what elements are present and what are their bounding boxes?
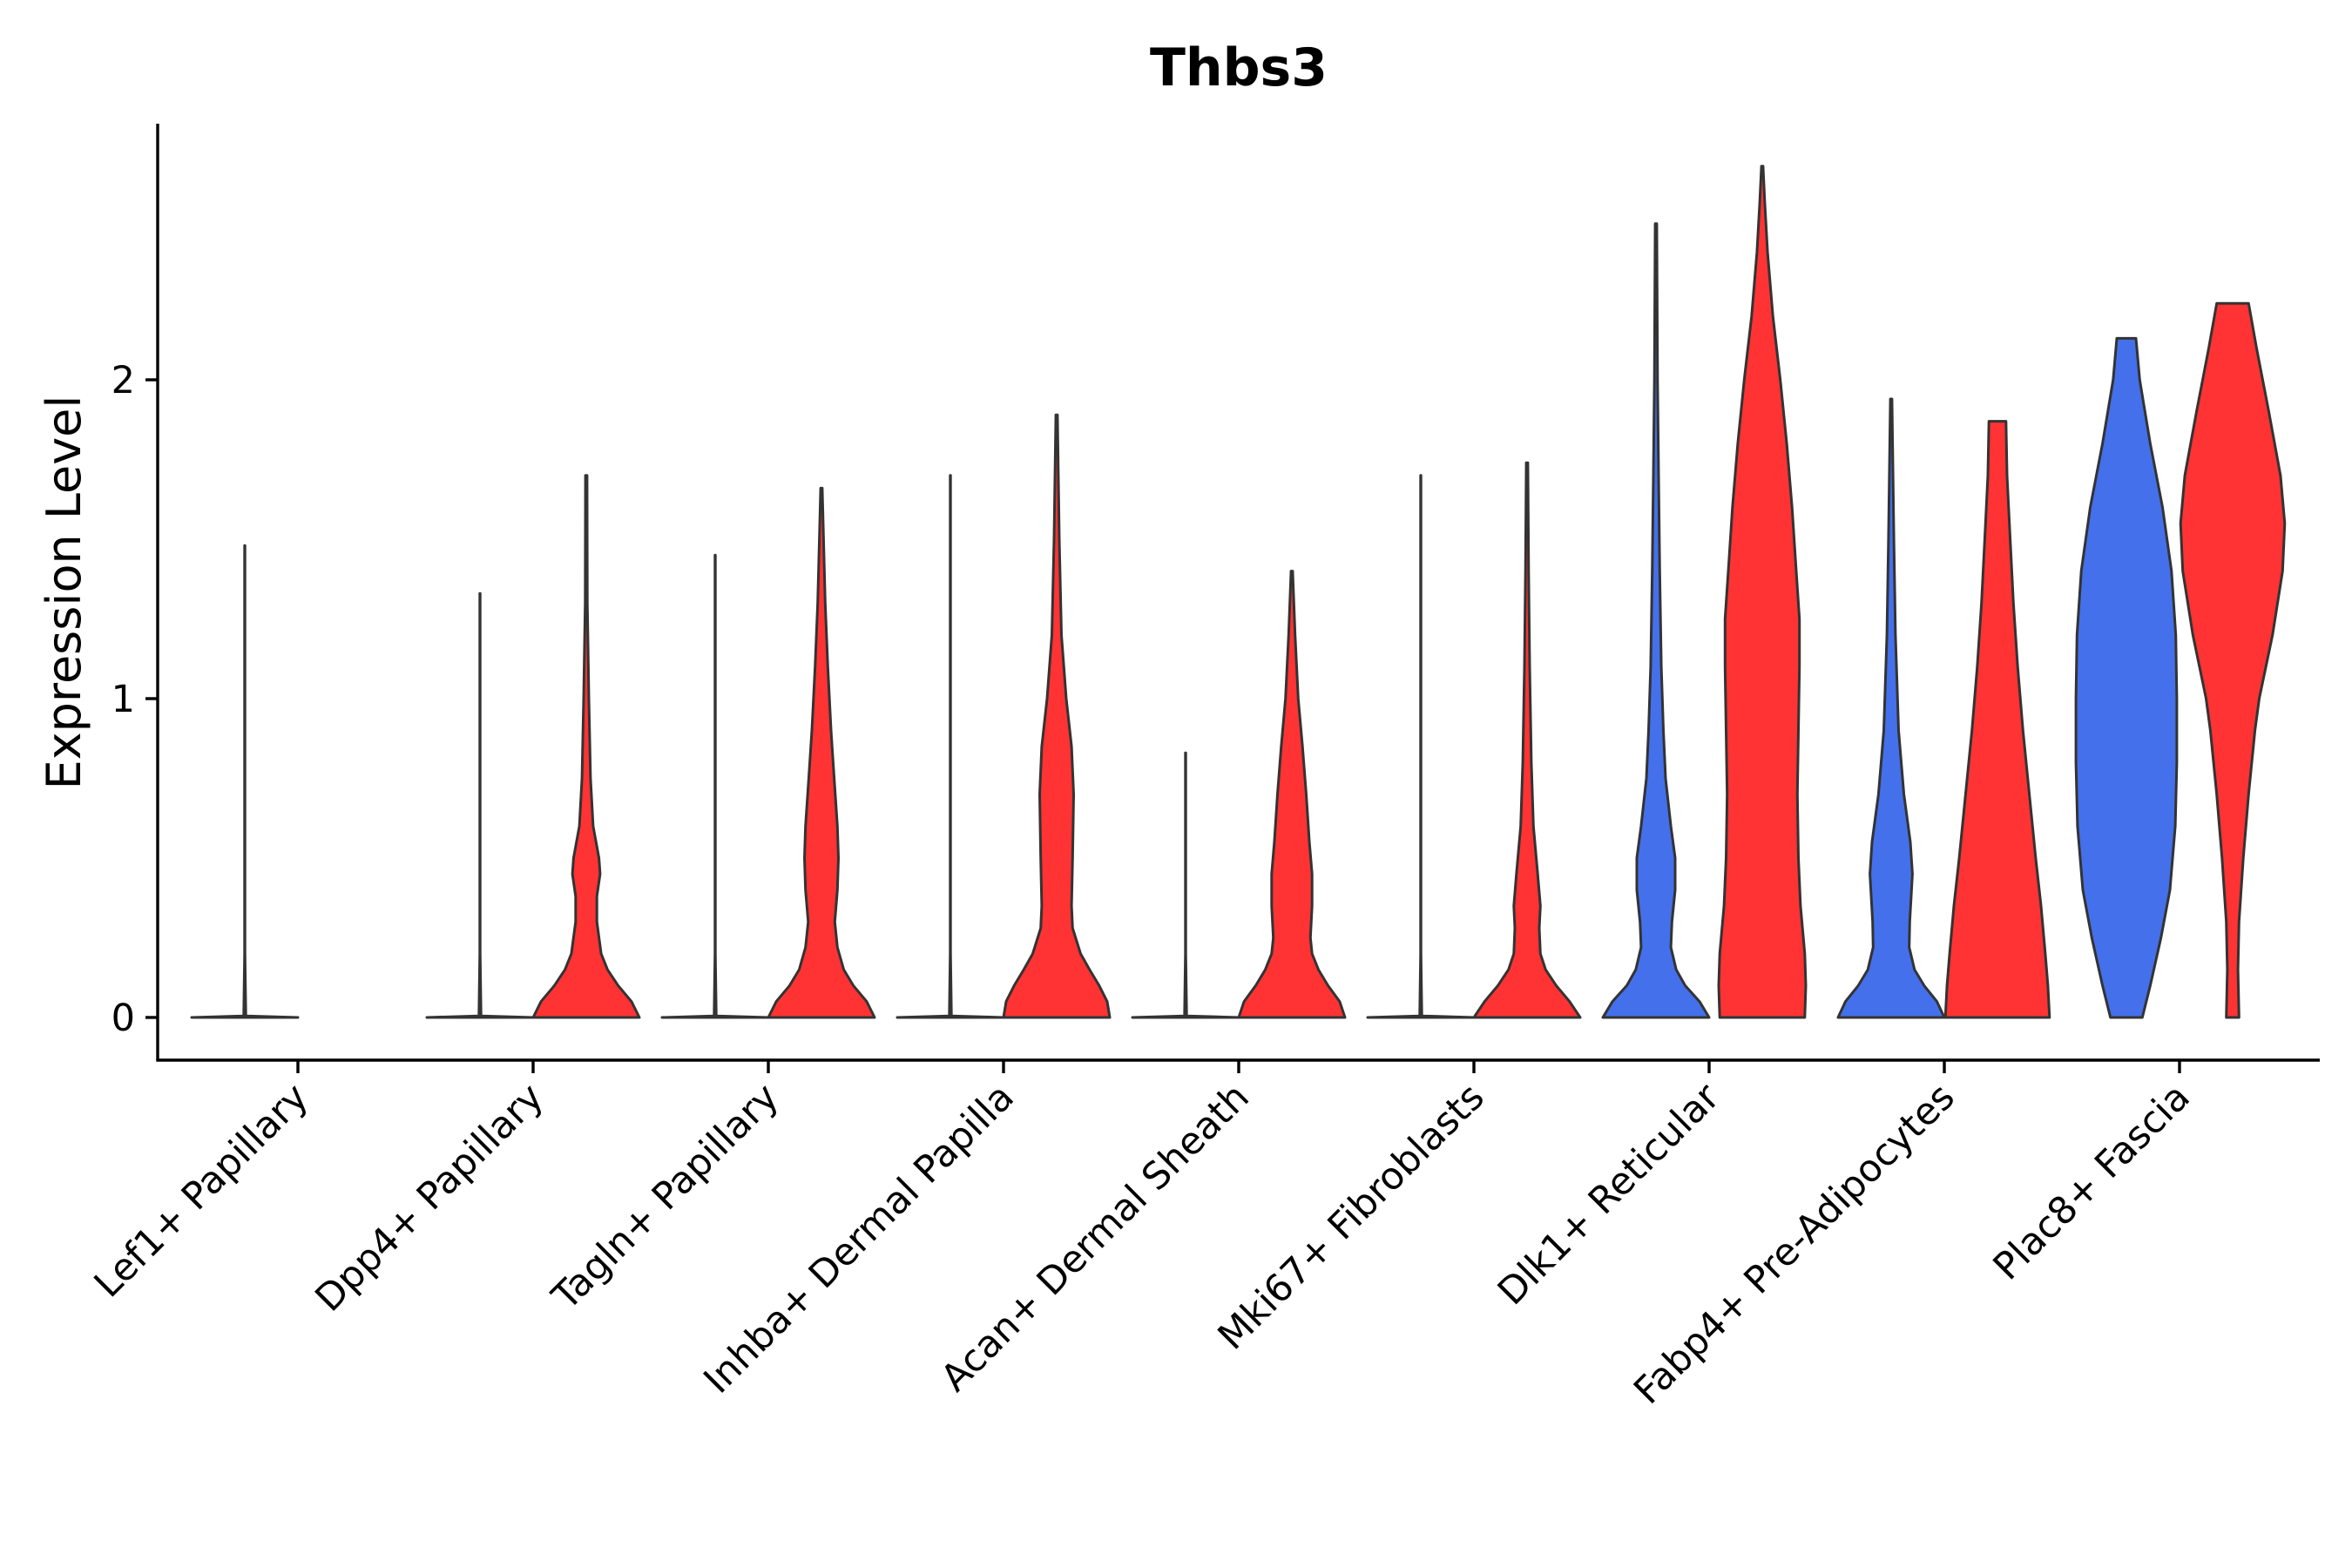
violin-mki67-fibroblasts-b (1472, 461, 1582, 1019)
x-tick-label: Tagln+ Papillary (544, 1075, 787, 1319)
y-tick-label: 0 (112, 997, 135, 1040)
violin-acan-dermal-sheath-a (1131, 751, 1240, 1019)
x-tick-label: Lef1+ Papillary (86, 1075, 317, 1306)
y-ticks: 0 1 2 (112, 359, 158, 1040)
violin-plac8-fascia-a (2074, 336, 2179, 1019)
y-tick-label: 1 (112, 678, 135, 721)
violin-fabp4-pre-adipocytes-b (1943, 420, 2051, 1019)
violin-tagln-papillary-b (767, 486, 876, 1019)
violin-dlk1-reticular-b (1717, 165, 1808, 1019)
x-tick-label: Plac8+ Fascia (1985, 1075, 2199, 1288)
chart-title: Thbs3 (1150, 37, 1328, 98)
violin-plac8-fascia-b (2179, 301, 2287, 1019)
violin-mki67-fibroblasts-a (1366, 474, 1476, 1019)
violin-tagln-papillary-a (660, 553, 770, 1019)
violin-dpp4-papillary-a (425, 591, 535, 1019)
violin-dpp4-papillary-b (531, 474, 641, 1019)
violin-layer (190, 165, 2287, 1019)
violin-lef1-papillary-a (190, 544, 300, 1019)
y-tick-label: 2 (112, 359, 135, 402)
violin-inhba-dermal-papilla-b (1002, 413, 1112, 1019)
violin-acan-dermal-sheath-b (1237, 570, 1347, 1019)
violin-inhba-dermal-papilla-a (896, 474, 1005, 1019)
x-tick-label: Dpp4+ Papillary (308, 1075, 552, 1320)
violin-dlk1-reticular-a (1601, 222, 1711, 1019)
x-tick-label: Mki67+ Fibroblasts (1210, 1075, 1493, 1358)
x-tick-label: Dlk1+ Reticular (1490, 1075, 1728, 1314)
violin-fabp4-pre-adipocytes-a (1836, 397, 1946, 1019)
y-axis-label: Expression Level (37, 395, 91, 790)
